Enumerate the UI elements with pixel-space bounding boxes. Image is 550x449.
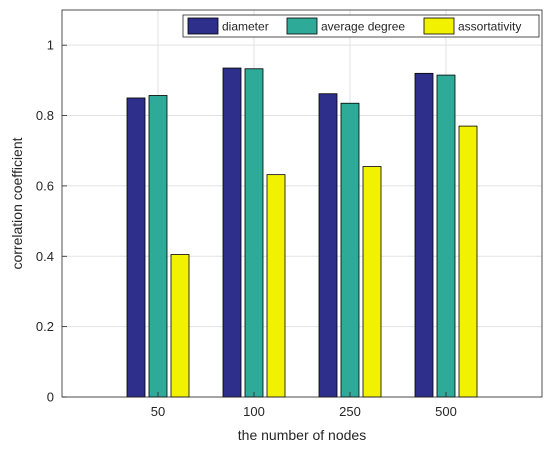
legend-swatch-assortativity [423,17,455,35]
y-tick-label: 0.4 [36,249,54,264]
x-axis-label: the number of nodes [238,427,366,443]
bar-diameter-500 [414,72,434,398]
y-ticks: 0 0.2 0.4 0.6 0.8 1 [36,38,67,405]
bar-average-degree-100 [244,68,264,398]
legend-label-assortativity: assortativity [458,20,521,34]
bar-diameter-50 [126,97,146,398]
y-axis-label: correlation coefficient [9,137,25,269]
bar-assortativity-100 [266,174,286,398]
legend-swatch-average-degree [286,17,318,35]
x-ticks: 50 100 250 500 [151,392,457,419]
bars [126,67,478,398]
legend-swatch-diameter [187,17,219,35]
bar-average-degree-50 [148,95,168,398]
bar-assortativity-250 [362,166,382,398]
bar-diameter-100 [222,67,242,398]
x-tick-label: 250 [339,404,361,419]
y-tick-label: 1 [47,38,54,53]
bar-assortativity-50 [170,254,190,398]
y-tick-label: 0 [47,390,54,405]
bar-average-degree-500 [436,74,456,398]
x-tick-label: 50 [151,404,165,419]
bar-assortativity-500 [458,125,478,398]
legend-label-diameter: diameter [222,20,269,34]
y-tick-label: 0.2 [36,319,54,334]
legend-label-average-degree: average degree [321,20,405,34]
bar-diameter-250 [318,93,338,398]
plot-frame [61,9,543,398]
y-tick-label: 0.6 [36,178,54,193]
x-tick-label: 100 [243,404,265,419]
legend: diameter average degree assortativity [182,14,540,38]
x-tick-label: 500 [435,404,457,419]
y-tick-label: 0.8 [36,108,54,123]
bar-average-degree-250 [340,102,360,398]
